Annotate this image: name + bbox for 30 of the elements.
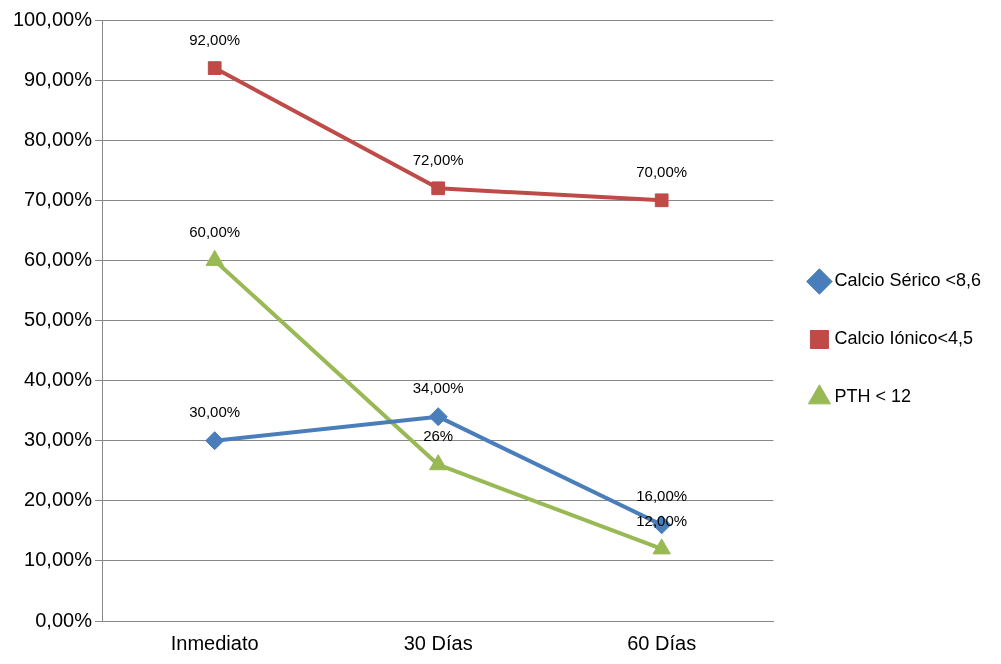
- point: [431, 181, 446, 196]
- data-label: 16,00%: [636, 487, 688, 505]
- point: [428, 407, 448, 427]
- data-label: 72,00%: [412, 150, 464, 168]
- data-label: 92,00%: [189, 30, 241, 48]
- data-label: 34,00%: [412, 379, 464, 397]
- y-tick-label: 90,00%: [24, 67, 93, 90]
- point: [654, 193, 669, 208]
- x-tick-label: 60 Días: [627, 631, 697, 654]
- x-tick-label: 30 Días: [403, 631, 473, 654]
- y-tick-label: 10,00%: [24, 548, 93, 571]
- y-tick-label: 80,00%: [24, 127, 93, 150]
- y-tick-label: 50,00%: [24, 308, 93, 331]
- y-tick-label: 40,00%: [24, 368, 93, 391]
- point: [207, 61, 222, 75]
- legend-label: Calcio Iónico<4,5: [834, 328, 974, 349]
- data-label: 30,00%: [189, 403, 241, 421]
- y-tick-label: 60,00%: [24, 247, 93, 270]
- legend-label: PTH < 12: [834, 386, 911, 407]
- y-tick-label: 20,00%: [24, 488, 93, 511]
- data-label: 26%: [423, 427, 454, 445]
- data-label: 70,00%: [636, 162, 688, 180]
- y-tick-label: 100,00%: [12, 7, 93, 30]
- y-tick-label: 70,00%: [24, 187, 93, 210]
- legend-label: Calcio Sérico <8,6: [834, 270, 981, 291]
- y-tick-label: 0,00%: [35, 608, 93, 631]
- y-tick-label: 30,00%: [24, 428, 93, 451]
- data-label: 60,00%: [189, 223, 241, 241]
- x-tick-label: Inmediato: [170, 631, 259, 654]
- point: [205, 431, 225, 451]
